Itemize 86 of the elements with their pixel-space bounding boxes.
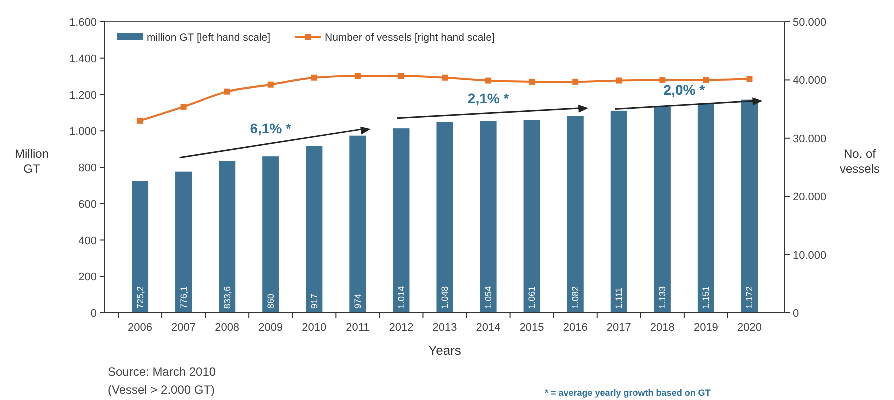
y2-tick-label: 10.000 [793, 250, 827, 262]
point [398, 73, 404, 80]
legend-label: Number of vessels [right hand scale] [325, 32, 495, 44]
data-label: 974 [352, 294, 363, 309]
point [703, 77, 710, 84]
y2-tick-label: 50.000 [793, 17, 827, 29]
data-label: 776,1 [178, 286, 189, 309]
data-label: 860 [266, 294, 276, 309]
x-tick-label: 2020 [737, 322, 762, 334]
annotation: 2,0% * [664, 82, 706, 98]
source-note: Source: March 2010 [108, 365, 216, 379]
x-tick-label: 2006 [128, 322, 153, 334]
bar [698, 104, 714, 313]
y2-tick-label: 30.000 [793, 133, 827, 146]
annotation: 6,1% * [250, 120, 292, 137]
data-label: 1.048 [440, 286, 450, 309]
bar [610, 110, 628, 313]
text: * = average yearly growth based on GT [545, 388, 712, 398]
point [224, 88, 230, 95]
bar [436, 122, 454, 313]
data-label: 1.054 [484, 286, 494, 309]
annotation: 2,1% * [468, 90, 510, 106]
bar [741, 100, 758, 313]
bar [306, 146, 323, 313]
data-label: 1.111 [614, 288, 624, 309]
point [572, 78, 579, 85]
y2-tick-label: 0 [793, 308, 800, 320]
data-label: 1.151 [701, 286, 712, 309]
y-tick-label: 600 [78, 198, 97, 211]
x-tick-label: 2012 [389, 322, 414, 334]
y2-axis-title: No. of vessels [840, 147, 880, 176]
text: (Vessel > 2.000 GT) [108, 383, 216, 397]
point [616, 78, 622, 84]
x-tick-label: 2019 [694, 322, 718, 334]
data-label: 1.061 [527, 286, 538, 309]
legend-label: million GT [left hand scale] [147, 32, 271, 44]
y2-tick-label: 20.000 [793, 192, 827, 204]
bar [350, 136, 366, 313]
point [268, 82, 274, 88]
point [137, 118, 144, 124]
y-tick-label: 200 [78, 272, 97, 284]
y2-tick-label: 40.000 [793, 75, 827, 88]
data-label: 833,6 [222, 286, 232, 309]
point [746, 76, 753, 82]
point [529, 78, 536, 85]
x-tick-label: 2010 [302, 322, 327, 334]
bar [524, 120, 540, 313]
x-tick-label: 2011 [346, 322, 370, 334]
point [311, 74, 318, 81]
bar [262, 156, 280, 313]
bar [654, 106, 671, 313]
y-tick-label: 800 [78, 162, 97, 174]
data-label: 1.082 [570, 286, 581, 309]
x-tick-label: 2014 [476, 322, 501, 334]
data-label: 1.133 [658, 286, 668, 309]
data-label: 725,2 [135, 286, 146, 309]
point [486, 78, 492, 84]
point [660, 77, 666, 84]
y-tick-label: 400 [78, 235, 97, 248]
x-tick-label: 2009 [258, 322, 284, 334]
x-tick-label: 2016 [563, 322, 588, 334]
y-tick-label: 1.600 [69, 17, 97, 29]
x-tick-label: 2017 [606, 322, 632, 334]
y-tick-label: 1.400 [69, 53, 97, 66]
point [442, 74, 448, 81]
y-tick-label: 0 [90, 308, 97, 320]
data-label: 1.014 [396, 286, 406, 309]
bar [567, 116, 584, 313]
bar [219, 161, 236, 313]
bar [132, 181, 149, 313]
point [354, 73, 361, 80]
x-tick-label: 2008 [215, 322, 240, 334]
bar [480, 121, 497, 313]
bar [393, 128, 410, 313]
y-tick-label: 1.200 [69, 90, 97, 102]
y-axis-title: Million GT [14, 147, 50, 176]
x-tick-label: 2013 [432, 322, 458, 334]
data-label: 1.172 [744, 286, 755, 309]
x-axis-title: Years [428, 343, 462, 358]
data-label: 917 [309, 294, 320, 309]
x-tick-label: 2007 [172, 322, 196, 334]
x-tick-label: 2015 [520, 322, 544, 334]
x-tick-label: 2018 [650, 322, 675, 334]
y-tick-label: 1.000 [69, 126, 97, 138]
point [180, 104, 187, 110]
bar [176, 172, 192, 313]
